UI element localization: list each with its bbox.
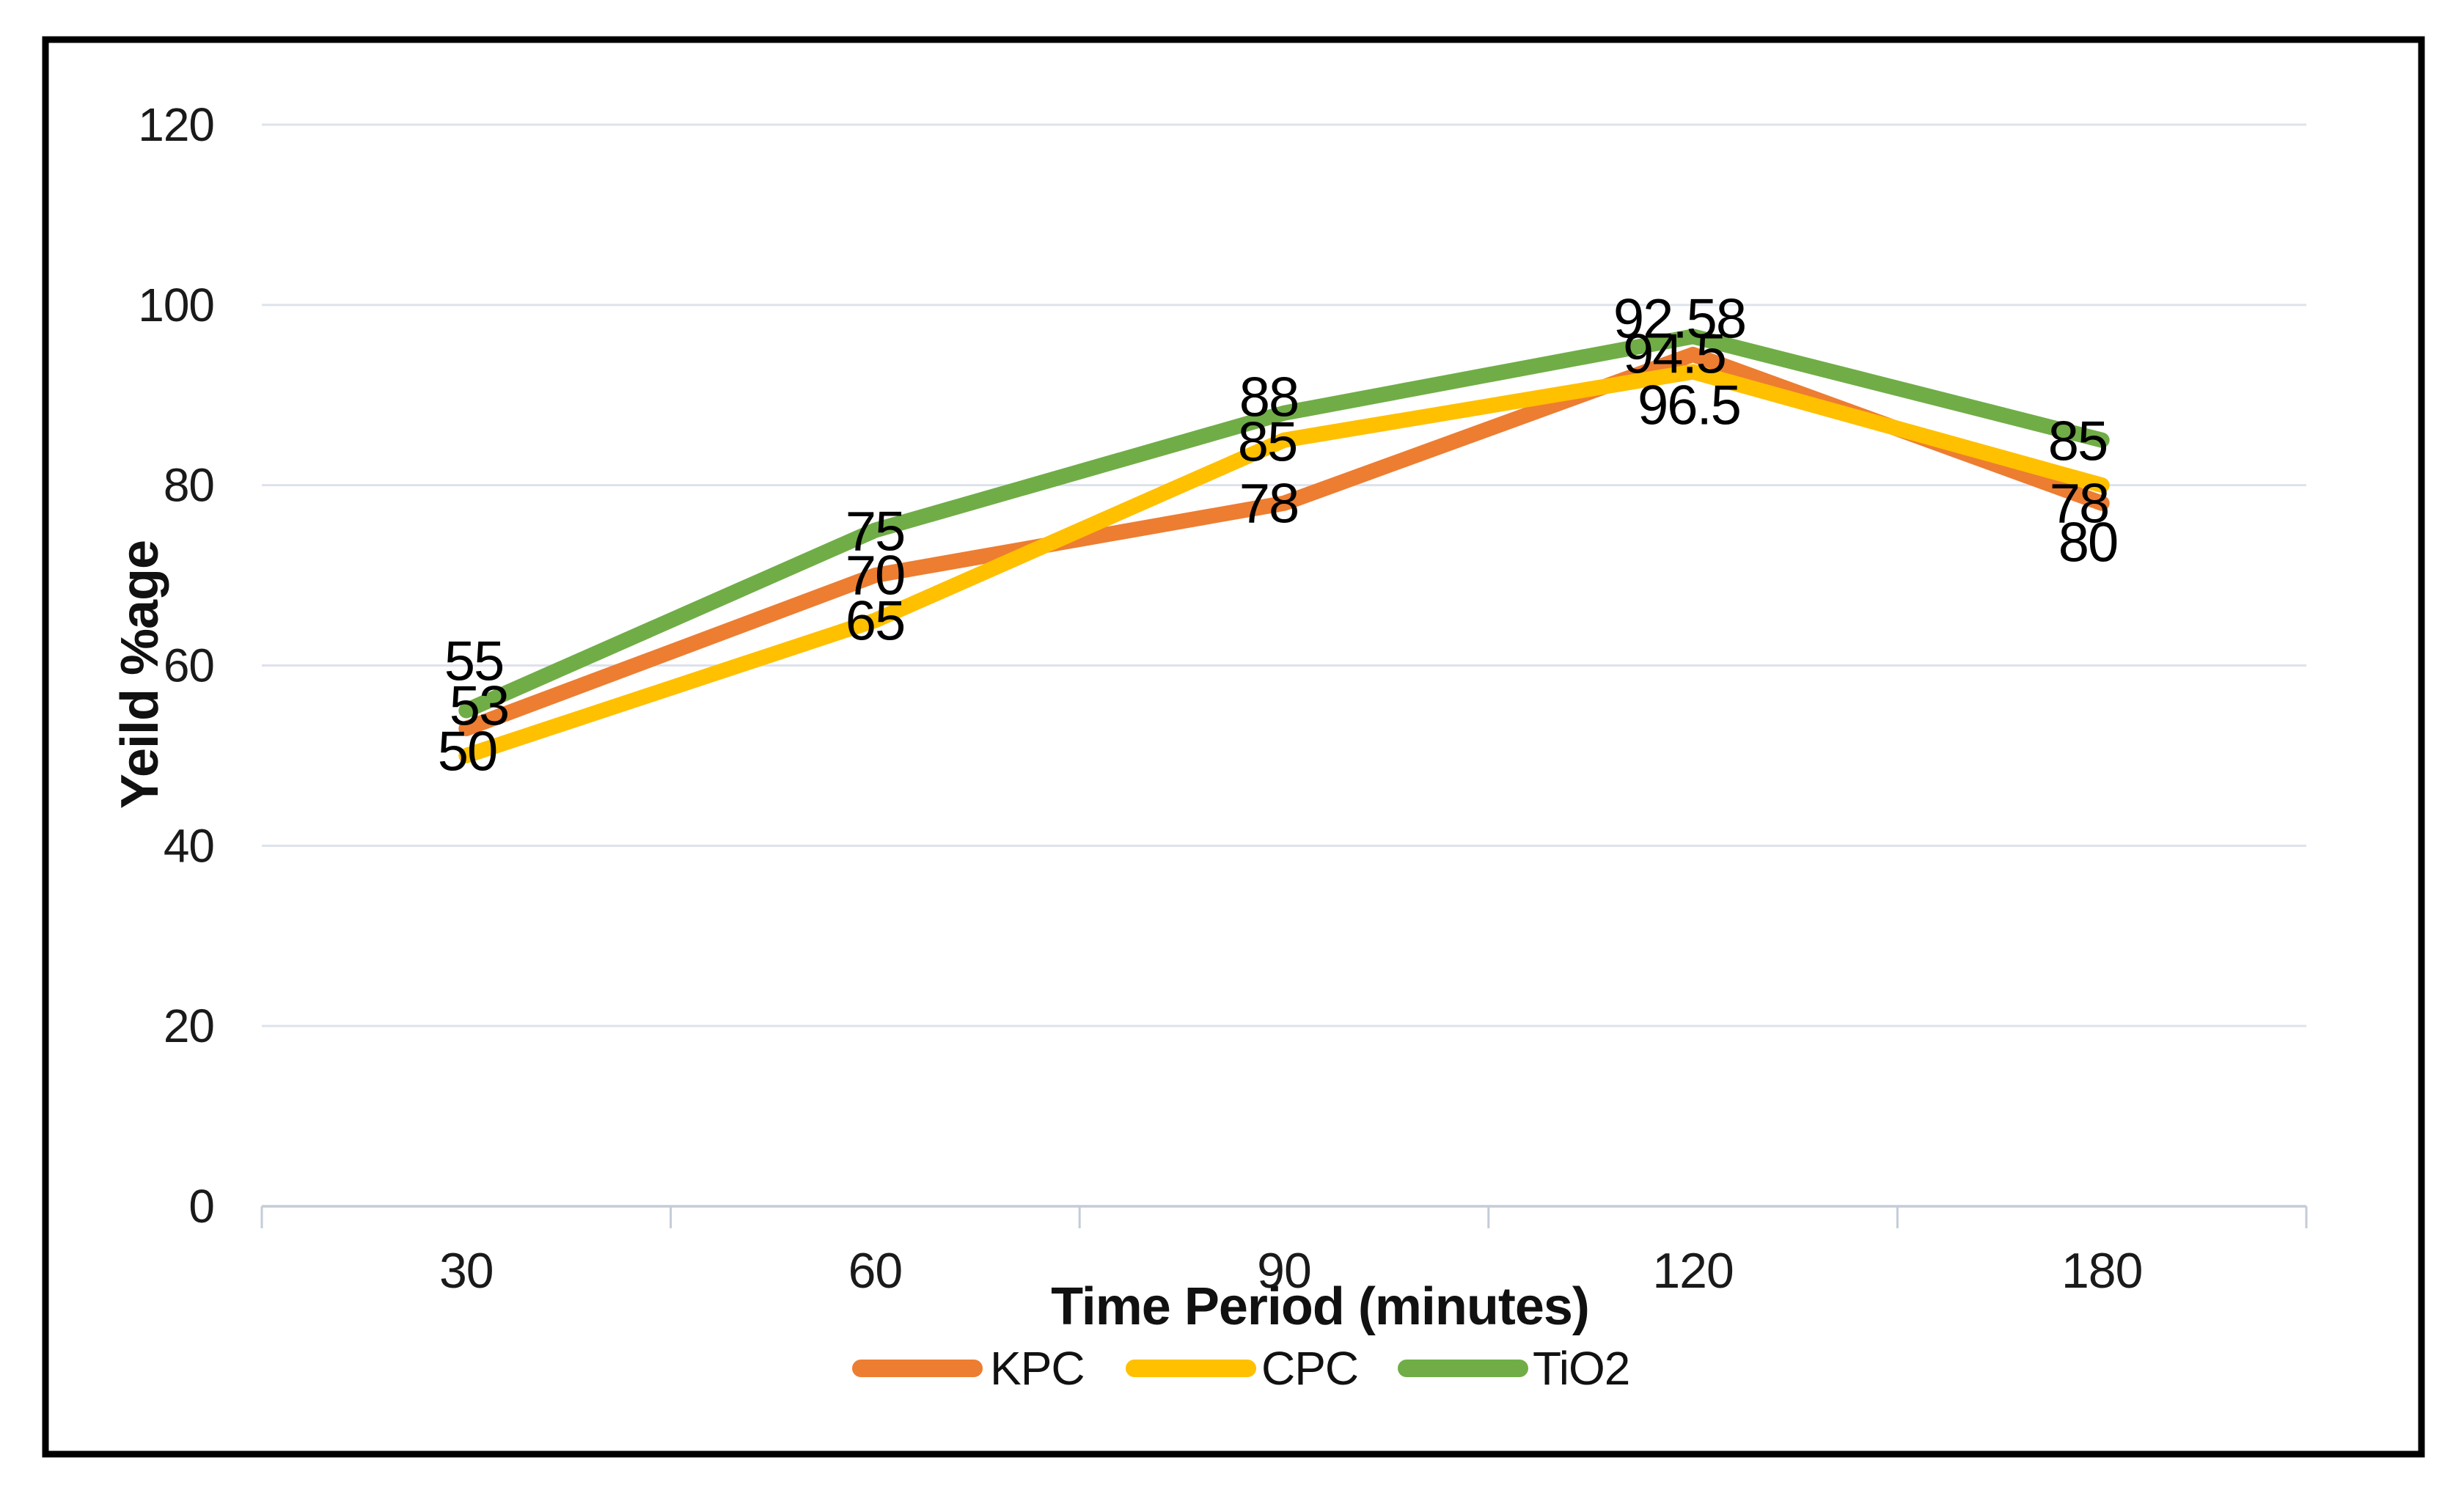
x-axis (260, 1205, 2308, 1228)
y-axis-tick-label: 120 (138, 98, 214, 151)
y-axis-title: Yeild %age (111, 540, 169, 809)
legend-swatch-KPC (852, 1360, 983, 1377)
y-axis-tick-labels: 0 20 40 60 80 100 120 (138, 98, 215, 1233)
legend: KPC CPC TiO2 (852, 1342, 1630, 1395)
y-axis-tick-label: 80 (164, 459, 214, 512)
data-label-KPC-120: 94.5 (1623, 323, 1726, 386)
data-label-CPC-90: 85 (1238, 411, 1297, 474)
data-label-KPC-90: 78 (1239, 473, 1299, 535)
y-axis-tick-label: 0 (188, 1180, 214, 1233)
legend-swatch-TiO2 (1398, 1360, 1528, 1377)
data-label-TiO2-30: 55 (444, 631, 504, 693)
x-axis-tick-label: 60 (848, 1243, 903, 1299)
y-axis-tick-label: 60 (164, 639, 214, 692)
legend-label-TiO2: TiO2 (1533, 1342, 1629, 1395)
series-line-CPC (458, 364, 2110, 763)
data-label-KPC-180: 78 (2050, 473, 2109, 535)
data-labels: 53 70 78 94.5 78 50 65 85 92.58 80 55 75 88 96.5 85 (438, 288, 2119, 783)
x-axis-tick-label: 120 (1652, 1243, 1733, 1299)
y-axis-tick-label: 100 (138, 279, 214, 331)
legend-label-CPC: CPC (1261, 1342, 1358, 1395)
series-lines (458, 329, 2110, 763)
x-axis-tick-label: 30 (439, 1243, 494, 1299)
data-label-TiO2-180: 85 (2048, 411, 2108, 473)
x-axis-title: Time Period (minutes) (1051, 1277, 1589, 1336)
data-label-CPC-60: 65 (846, 590, 905, 653)
legend-label-KPC: KPC (990, 1342, 1085, 1395)
data-label-TiO2-120: 96.5 (1638, 375, 1740, 437)
chart-border (42, 36, 2425, 1458)
data-label-CPC-120: 92.58 (1613, 288, 1745, 351)
gridlines (262, 123, 2306, 1027)
legend-swatch-CPC (1126, 1360, 1256, 1377)
y-axis-tick-label: 20 (164, 999, 214, 1052)
data-label-CPC-180: 80 (2058, 512, 2118, 574)
x-axis-tick-labels: 30 60 90 120 180 (439, 1243, 2143, 1299)
x-axis-tick-label: 180 (2061, 1243, 2142, 1299)
data-label-TiO2-90: 88 (1239, 367, 1299, 429)
data-label-KPC-60: 70 (846, 545, 905, 607)
series-line-TiO2 (458, 329, 2110, 719)
data-label-KPC-30: 53 (450, 675, 509, 738)
data-label-CPC-30: 50 (438, 721, 497, 783)
x-axis-tick-label: 90 (1257, 1243, 1311, 1299)
data-label-TiO2-60: 75 (846, 501, 905, 563)
y-axis-tick-label: 40 (164, 819, 214, 872)
